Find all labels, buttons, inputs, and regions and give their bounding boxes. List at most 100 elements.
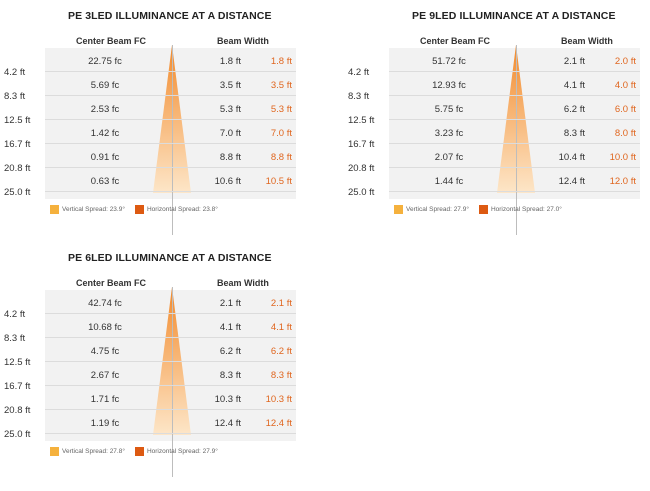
horizontal-swatch [478,205,488,214]
vertical-swatch [394,205,403,214]
illuminance-chart: PE 3LED ILLUMINANCE AT A DISTANCE Center … [0,0,300,240]
table-row [45,314,296,338]
legend-vertical: Vertical Spread: 27.8° [50,447,125,456]
center-beam-fc-value: 0.63 fc [90,176,120,187]
row-divider [389,95,640,96]
beam-width-vertical: 10.6 ft [214,176,241,187]
legend-vertical-label: Vertical Spread: 23.9° [62,206,125,213]
distance-label: 25.0 ft [4,187,31,198]
center-beam-fc-value: 1.42 fc [90,128,120,139]
distance-label: 16.7 ft [4,381,31,392]
distance-label: 20.8 ft [4,163,31,174]
distance-label: 16.7 ft [4,139,31,150]
row-divider [45,337,296,338]
center-beam-fc-header: Center Beam FC [420,36,491,46]
beam-width-header: Beam Width [217,36,269,46]
row-divider [389,71,640,72]
center-beam-fc-value: 2.53 fc [90,104,120,115]
beam-width-horizontal: 8.3 ft [270,370,292,381]
center-beam-fc-value: 10.68 fc [88,322,122,333]
beam-width-vertical: 8.8 ft [219,152,241,163]
beam-width-vertical: 2.1 ft [219,298,241,309]
beam-width-vertical: 8.3 ft [563,128,585,139]
beam-width-horizontal: 4.0 ft [614,80,636,91]
legend-vertical-label: Vertical Spread: 27.8° [62,448,125,455]
center-beam-fc-value: 0.91 fc [90,152,120,163]
beam-width-vertical: 7.0 ft [219,128,241,139]
distance-label: 8.3 ft [4,333,26,344]
row-divider [45,119,296,120]
beam-width-horizontal: 6.2 ft [270,346,292,357]
beam-width-horizontal: 10.3 ft [265,394,292,405]
beam-width-horizontal: 12.4 ft [265,418,292,429]
beam-width-vertical: 6.2 ft [219,346,241,357]
beam-axis-line [172,45,173,235]
legend-vertical: Vertical Spread: 23.9° [50,205,125,214]
beam-width-horizontal: 12.0 ft [609,176,636,187]
table-row [45,168,296,192]
table-row [45,410,296,434]
center-beam-fc-value: 1.71 fc [90,394,120,405]
center-beam-fc-header: Center Beam FC [76,278,147,288]
center-beam-fc-value: 51.72 fc [432,56,466,67]
beam-width-horizontal: 7.0 ft [270,128,292,139]
row-divider [45,191,296,192]
table-row [389,96,640,120]
table-row [389,168,640,192]
legend: Vertical Spread: 27.8° Horizontal Spread:… [50,447,228,456]
beam-width-header: Beam Width [217,278,269,288]
center-beam-fc-value: 2.67 fc [90,370,120,381]
beam-width-horizontal: 10.0 ft [609,152,636,163]
legend-horizontal-label: Horizontal Spread: 27.9° [146,448,218,455]
illuminance-chart: PE 6LED ILLUMINANCE AT A DISTANCE Center … [0,242,300,482]
beam-width-vertical: 2.1 ft [563,56,585,67]
vertical-swatch [50,447,59,456]
legend: Vertical Spread: 23.9° Horizontal Spread:… [50,205,228,214]
distance-label: 25.0 ft [4,429,31,440]
table-row [45,72,296,96]
table-row [45,362,296,386]
table-row [389,120,640,144]
distance-label: 12.5 ft [4,357,31,368]
row-divider [45,361,296,362]
vertical-swatch [50,205,59,214]
distance-label: 8.3 ft [348,91,370,102]
distance-label: 4.2 ft [4,67,26,78]
illuminance-chart: PE 9LED ILLUMINANCE AT A DISTANCE Center … [344,0,644,240]
legend-horizontal-label: Horizontal Spread: 27.0° [490,206,562,213]
beam-width-vertical: 4.1 ft [219,322,241,333]
distance-label: 4.2 ft [348,67,370,78]
beam-width-vertical: 12.4 ft [214,418,241,429]
table-row [389,72,640,96]
beam-width-horizontal: 8.8 ft [270,152,292,163]
table-row [45,48,296,72]
row-divider [45,385,296,386]
table-row [389,48,640,72]
row-divider [45,313,296,314]
row-divider [389,119,640,120]
beam-axis-line [516,45,517,235]
beam-width-horizontal: 2.1 ft [270,298,292,309]
table-row [45,96,296,120]
table-row [45,120,296,144]
beam-width-vertical: 10.4 ft [558,152,585,163]
beam-width-vertical: 3.5 ft [219,80,241,91]
table-row [45,386,296,410]
center-beam-fc-value: 3.23 fc [434,128,464,139]
beam-width-horizontal: 8.0 ft [614,128,636,139]
distance-label: 4.2 ft [4,309,26,320]
beam-width-header: Beam Width [561,36,613,46]
row-divider [45,167,296,168]
center-beam-fc-value: 1.19 fc [90,418,120,429]
center-beam-fc-value: 5.75 fc [434,104,464,115]
legend: Vertical Spread: 27.9° Horizontal Spread:… [394,205,572,214]
horizontal-swatch [134,205,144,214]
beam-width-horizontal: 4.1 ft [270,322,292,333]
center-beam-fc-value: 42.74 fc [88,298,122,309]
beam-width-vertical: 4.1 ft [563,80,585,91]
distance-label: 16.7 ft [348,139,375,150]
legend-horizontal: Horizontal Spread: 27.9° [134,447,218,456]
legend-horizontal: Horizontal Spread: 23.8° [134,205,218,214]
row-divider [45,409,296,410]
beam-width-horizontal: 5.3 ft [270,104,292,115]
